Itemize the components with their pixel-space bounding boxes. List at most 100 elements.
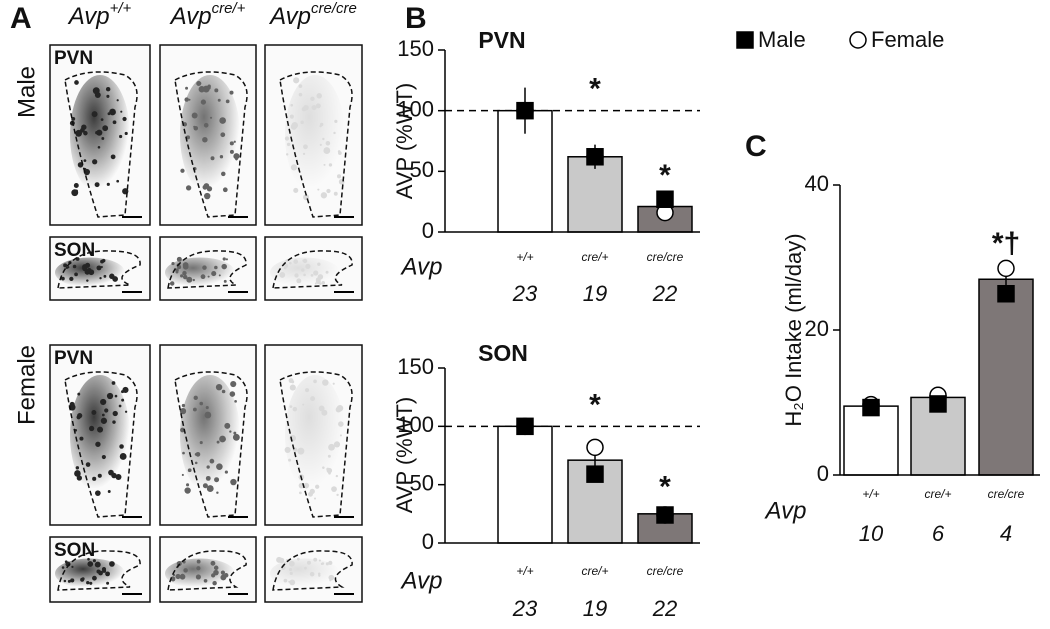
cell — [315, 103, 321, 109]
chart-title: PVN — [478, 27, 525, 53]
cell — [83, 159, 87, 163]
stain-group — [55, 557, 125, 589]
cell — [224, 470, 228, 474]
cell — [180, 573, 184, 577]
stain-group — [179, 375, 240, 495]
significance-mark: *† — [992, 227, 1020, 260]
cell — [196, 566, 201, 571]
cell — [203, 122, 209, 128]
cell — [77, 413, 83, 419]
cell — [335, 474, 339, 478]
cell — [96, 569, 101, 574]
cell — [229, 141, 234, 146]
cell — [221, 389, 226, 394]
cell — [124, 131, 128, 136]
cell — [336, 493, 339, 497]
cell — [321, 409, 328, 416]
x-tick-label: cre/+ — [581, 250, 608, 264]
point-male — [997, 285, 1015, 303]
cell — [293, 77, 300, 84]
cell — [298, 84, 303, 88]
cell — [288, 560, 295, 567]
cell — [193, 125, 196, 128]
region-label: PVN — [54, 48, 93, 69]
cell — [320, 562, 324, 565]
cell — [89, 581, 93, 585]
cell — [284, 263, 289, 268]
cell — [176, 270, 179, 273]
cell — [181, 403, 186, 408]
cell — [285, 259, 289, 263]
cell — [206, 465, 210, 469]
region-outline — [167, 250, 247, 289]
region-outline — [272, 250, 353, 289]
chart-title: SON — [478, 340, 528, 366]
cell — [210, 560, 216, 566]
cell — [204, 411, 212, 419]
x-axis-label: Avp — [764, 497, 807, 524]
bar — [497, 425, 553, 544]
cell — [313, 379, 317, 384]
cell — [223, 279, 227, 283]
cell — [75, 129, 83, 137]
cell — [288, 458, 292, 462]
cell — [96, 265, 102, 271]
cell — [94, 182, 100, 188]
cell — [338, 421, 344, 427]
region-outline — [64, 71, 138, 218]
cell — [91, 410, 97, 415]
cell — [213, 580, 216, 584]
cell — [202, 136, 208, 143]
cell — [216, 491, 219, 494]
panel-label: A — [10, 2, 32, 35]
cell — [294, 273, 299, 278]
cell — [77, 392, 81, 396]
cell — [215, 383, 223, 391]
region-outline — [57, 550, 141, 591]
cell — [233, 140, 236, 143]
cell — [310, 396, 316, 402]
region-label: SON — [54, 240, 95, 261]
cell — [63, 579, 67, 583]
cell — [304, 566, 307, 570]
cell — [289, 405, 293, 408]
cell — [182, 270, 187, 276]
cell — [74, 470, 81, 477]
cell — [202, 265, 207, 270]
x-tick-label: +/+ — [862, 487, 879, 501]
cell — [302, 152, 306, 156]
genotype-base: Avp — [169, 3, 212, 30]
genotype-sup: cre/cre — [311, 0, 357, 17]
region-outline — [272, 550, 353, 591]
cell — [195, 574, 201, 580]
cell — [296, 557, 300, 561]
region-outline — [174, 71, 248, 218]
cell — [310, 96, 315, 101]
cell — [71, 116, 76, 121]
legend-marker — [736, 31, 754, 49]
significance-mark: * — [659, 159, 671, 192]
y-tick-label: 40 — [805, 171, 829, 196]
cell — [322, 466, 325, 469]
cell — [122, 116, 127, 122]
genotype-base: Avp — [268, 3, 311, 30]
cell — [92, 476, 97, 481]
cell — [91, 111, 98, 118]
cell — [66, 265, 70, 269]
cell — [87, 267, 92, 273]
cell — [61, 276, 65, 281]
cell — [318, 559, 321, 562]
cell — [101, 258, 106, 263]
cell — [100, 265, 103, 269]
stain-group — [284, 375, 345, 500]
cell — [95, 441, 101, 447]
cell — [100, 118, 104, 122]
cell — [209, 116, 213, 119]
cell — [336, 174, 342, 179]
cell — [95, 490, 101, 496]
cell — [182, 274, 188, 280]
cell — [95, 131, 99, 135]
cell — [92, 559, 96, 563]
cell — [203, 578, 208, 583]
cell — [229, 90, 234, 95]
